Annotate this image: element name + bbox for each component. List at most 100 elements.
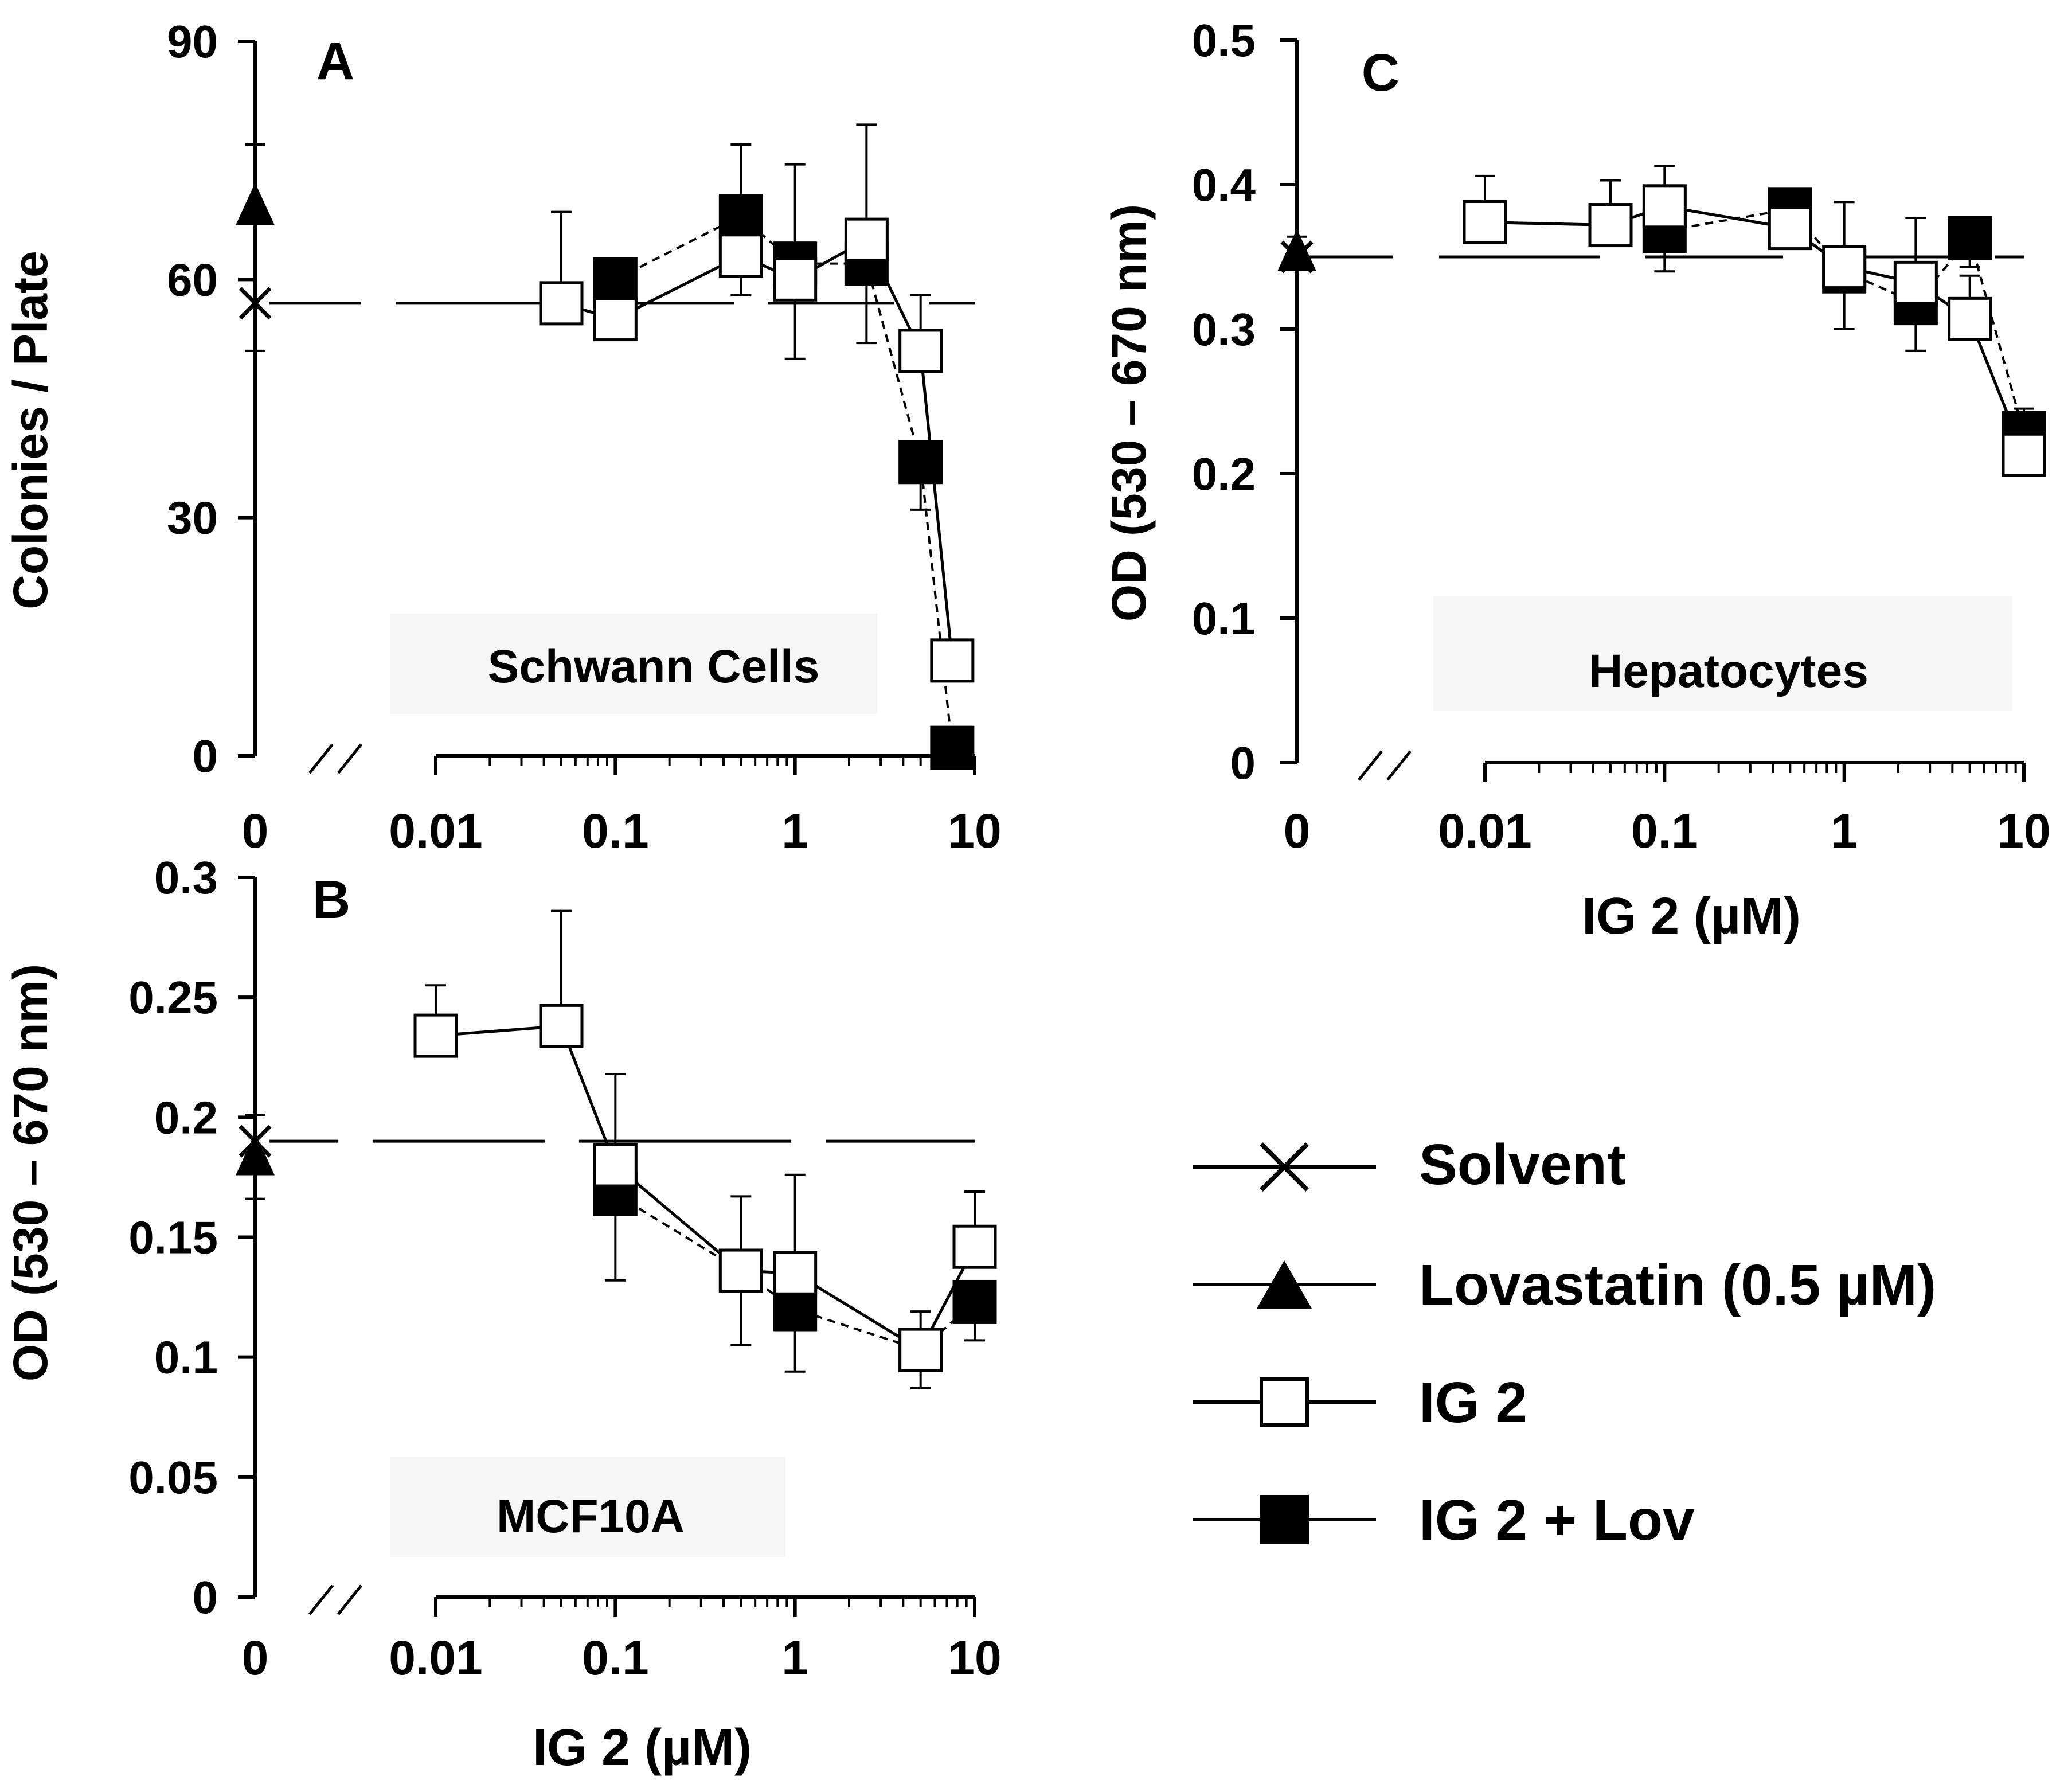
panel-a-zero-label: 0 xyxy=(242,804,269,858)
legend-item-ig2: IG 2 xyxy=(1193,1371,1527,1435)
panel-a-ig2-lov-point xyxy=(898,440,943,485)
panel-a-x-tick-label: 0.01 xyxy=(389,804,483,858)
panel-a-y-tick-label: 90 xyxy=(167,16,218,67)
panel-c-solvent-marker xyxy=(1280,240,1314,274)
panel-c-ig2-point xyxy=(1768,206,1812,251)
panel-b-ig2-point xyxy=(952,1224,997,1269)
panel-c-ig2-point xyxy=(1463,200,1507,245)
panel-a-ig2-point xyxy=(593,297,638,342)
panel-b-ig2-lov-point xyxy=(952,1279,997,1324)
panel-c-ylabel: OD (530 – 670 nm) xyxy=(1102,204,1156,622)
panel-b-ig2-point xyxy=(773,1251,818,1295)
panel-b-y-tick-label: 0.05 xyxy=(128,1452,218,1503)
panel-c-y-tick-label: 0.5 xyxy=(1192,15,1256,66)
panel-a-ig2-point xyxy=(898,329,943,373)
panel-a-y-tick-label: 0 xyxy=(193,731,218,782)
panel-c-caption-bg xyxy=(1433,596,2012,711)
legend-filled-square-marker-icon xyxy=(1260,1495,1309,1544)
panel-b: MCF10A B OD (530 – 670 nm) 0 IG 2 (µM) xyxy=(3,870,785,1777)
panel-c-ig2-lov-point xyxy=(1948,216,1992,260)
panel-b-ig2-point xyxy=(413,1013,458,1058)
panel-a-caption-bg xyxy=(390,614,877,714)
panel-a-ig2-point xyxy=(930,638,975,683)
panel-c-y-tick-label: 0.1 xyxy=(1192,593,1256,644)
panel-b-y-tick-label: 0.1 xyxy=(154,1332,218,1383)
panel-b-label: B xyxy=(312,870,350,929)
legend: Solvent Lovastatin (0.5 µM) IG 2 IG 2 + … xyxy=(1193,1133,1936,1552)
panel-b-x-tick-label: 10 xyxy=(948,1631,1001,1685)
legend-label-lovastatin: Lovastatin (0.5 µM) xyxy=(1419,1253,1936,1317)
panel-b-y-tick-label: 0.3 xyxy=(154,852,218,903)
panel-b-axis-break xyxy=(308,1584,362,1615)
panel-b-ig2-point xyxy=(718,1248,763,1293)
panel-c-zero-label: 0 xyxy=(1284,804,1311,858)
panel-b-ig2-point xyxy=(539,1004,584,1048)
panel-b-caption-bg xyxy=(390,1457,785,1557)
panel-b-y-tick-label: 0.2 xyxy=(154,1092,218,1143)
panel-b-ig2-point xyxy=(898,1328,943,1372)
panel-a-x-tick-label: 0.1 xyxy=(582,804,649,858)
panel-c-x-tick-label: 1 xyxy=(1831,804,1858,858)
legend-open-square-marker-icon xyxy=(1260,1377,1309,1427)
panel-c-xlabel: IG 2 (µM) xyxy=(1582,888,1801,945)
panel-c-y-tick-label: 0.3 xyxy=(1192,304,1256,355)
panel-b-ylabel: OD (530 – 670 nm) xyxy=(3,964,57,1381)
panel-a-caption: Schwann Cells xyxy=(488,641,820,693)
panel-b-x-tick-label: 0.1 xyxy=(582,1631,649,1685)
legend-item-ig2-lov: IG 2 + Lov xyxy=(1193,1488,1695,1552)
legend-label-ig2: IG 2 xyxy=(1419,1371,1527,1435)
panel-b-ig2-point xyxy=(593,1143,638,1188)
panel-c-ig2-point xyxy=(1948,296,1992,341)
legend-label-solvent: Solvent xyxy=(1419,1133,1626,1197)
panel-a-ig2-point xyxy=(539,281,584,326)
panel-a-marks: 0 30 60 90 0.01 0.1 1 10 xyxy=(167,16,1002,858)
panel-b-solvent-marker xyxy=(239,1125,272,1158)
panel-c-axis-break xyxy=(1358,750,1412,781)
panel-a-ig2-lov-point xyxy=(718,194,763,239)
panel-c-y-tick-label: 0 xyxy=(1230,737,1256,788)
panel-c-x-tick-label: 10 xyxy=(1997,804,2050,858)
panel-c-x-tick-label: 0.01 xyxy=(1438,804,1532,858)
panel-a-y-tick-label: 30 xyxy=(167,493,218,544)
panel-c-x-tick-label: 0.1 xyxy=(1631,804,1698,858)
panel-b-x-tick-label: 0.01 xyxy=(389,1631,483,1685)
legend-triangle-marker-icon xyxy=(1257,1260,1312,1309)
panel-c-label: C xyxy=(1362,44,1400,102)
panel-a-lovastatin-marker xyxy=(236,182,275,225)
panel-b-zero-label: 0 xyxy=(242,1631,269,1685)
panel-c-ig2-point xyxy=(1822,245,1867,290)
panel-a-x-tick-label: 10 xyxy=(948,804,1001,858)
panel-a-ig2-point xyxy=(844,217,889,262)
legend-item-lovastatin: Lovastatin (0.5 µM) xyxy=(1193,1253,1936,1317)
panel-c-caption: Hepatocytes xyxy=(1589,645,1868,697)
panel-a-ig2-point xyxy=(773,257,818,302)
panel-b-marks: 0 0.05 0.1 0.15 0.2 0.25 0.3 0.01 0.1 1 10 xyxy=(128,852,1001,1685)
panel-c-y-tick-label: 0.4 xyxy=(1192,159,1256,210)
panel-c-ig2-point xyxy=(1588,203,1633,248)
panel-b-y-tick-label: 0 xyxy=(193,1572,218,1623)
panel-a-y-tick-label: 60 xyxy=(167,254,218,305)
panel-b-caption: MCF10A xyxy=(497,1490,685,1543)
panel-a-ig2-lov-point xyxy=(593,257,638,302)
panel-a-x-tick-label: 1 xyxy=(781,804,808,858)
panel-b-y-tick-label: 0.25 xyxy=(128,972,218,1023)
panel-c-ig2-lov-line xyxy=(1664,208,2025,434)
panel-c-y-tick-label: 0.2 xyxy=(1192,448,1256,499)
panel-a: Schwann Cells A Colonies / Plate 0 xyxy=(3,32,877,858)
panel-a-ylabel: Colonies / Plate xyxy=(3,251,57,610)
panel-a-axis-break xyxy=(308,743,362,774)
panel-a-ig2-lov-point xyxy=(930,725,975,770)
panel-b-y-tick-label: 0.15 xyxy=(128,1212,218,1263)
panel-c: Hepatocytes C OD (530 – 670 nm) 0 IG 2 (… xyxy=(1102,44,2012,945)
legend-label-ig2-lov: IG 2 + Lov xyxy=(1419,1488,1695,1552)
legend-x-marker-icon xyxy=(1260,1142,1309,1192)
panel-c-ig2-point xyxy=(1893,260,1938,305)
panel-b-xlabel: IG 2 (µM) xyxy=(533,1719,752,1777)
panel-a-label: A xyxy=(316,32,354,91)
panel-a-solvent-marker xyxy=(239,287,272,320)
panel-c-ig2-point xyxy=(2002,432,2046,477)
panel-b-x-tick-label: 1 xyxy=(781,1631,808,1685)
panel-c-ig2-point xyxy=(1642,184,1687,229)
